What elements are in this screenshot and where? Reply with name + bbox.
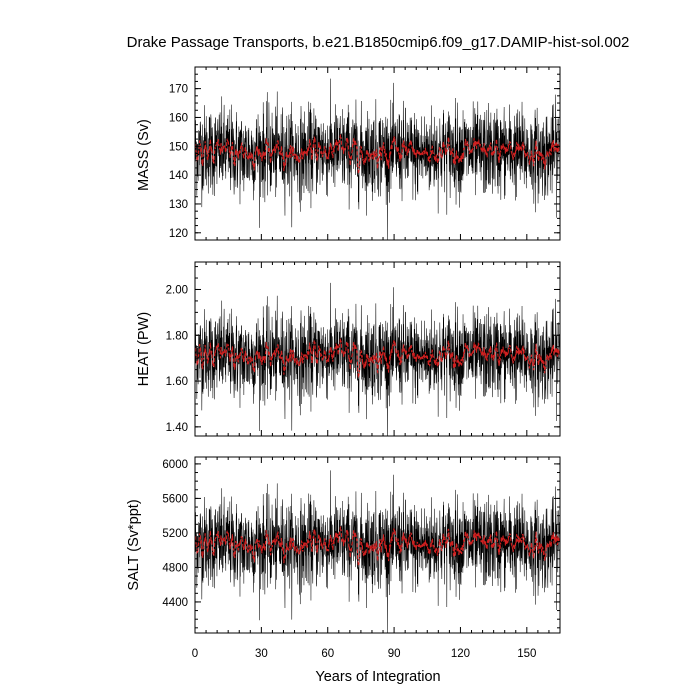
series-line-smoothed-salt bbox=[195, 526, 560, 567]
plot-frame-salt bbox=[194, 456, 561, 634]
y-tick-label-mass: 160 bbox=[169, 112, 188, 124]
series-line-smoothed-mass bbox=[195, 134, 560, 175]
x-tick-label: 0 bbox=[192, 648, 198, 660]
y-tick-label-salt: 5600 bbox=[162, 493, 188, 505]
y-tick-label-salt: 6000 bbox=[162, 459, 188, 471]
series-line-smoothed-heat bbox=[195, 338, 560, 378]
y-tick-label-mass: 120 bbox=[169, 228, 188, 240]
x-tick-label: 150 bbox=[517, 648, 536, 660]
y-tick-label-mass: 150 bbox=[169, 141, 188, 153]
y-axis-label-salt: SALT (Sv*ppt) bbox=[126, 499, 142, 590]
plot-frame-heat bbox=[194, 261, 561, 437]
x-tick-label: 120 bbox=[451, 648, 470, 660]
y-tick-label-salt: 5200 bbox=[162, 528, 188, 540]
series-line-raw-heat bbox=[195, 282, 560, 436]
series-line-raw-salt bbox=[195, 470, 560, 633]
y-tick-label-salt: 4800 bbox=[162, 562, 188, 574]
y-tick-label-heat: 1.80 bbox=[166, 330, 188, 342]
chart-title: Drake Passage Transports, b.e21.B1850cmi… bbox=[127, 34, 630, 51]
y-tick-label-mass: 170 bbox=[169, 84, 188, 96]
y-tick-label-heat: 1.40 bbox=[166, 422, 188, 434]
y-tick-label-heat: 2.00 bbox=[166, 284, 188, 296]
x-tick-label: 90 bbox=[388, 648, 401, 660]
y-tick-label-salt: 4400 bbox=[162, 597, 188, 609]
y-tick-label-mass: 140 bbox=[169, 170, 188, 182]
y-axis-label-mass: MASS (Sv) bbox=[136, 119, 152, 191]
x-tick-label: 60 bbox=[321, 648, 334, 660]
panel-mass: MASS (Sv) 120 130 140 150 160 170 bbox=[136, 66, 561, 241]
panel-heat: HEAT (PW) 1.40 1.60 1.80 2.00 bbox=[136, 261, 561, 437]
x-tick-label: 30 bbox=[255, 648, 268, 660]
x-axis-label: Years of Integration bbox=[315, 669, 440, 685]
panel-salt: SALT (Sv*ppt) 4400 4800 5200 5600 6000 0 30 60 9… bbox=[126, 456, 561, 660]
y-tick-label-heat: 1.60 bbox=[166, 376, 188, 388]
y-axis-label-heat: HEAT (PW) bbox=[136, 312, 152, 386]
y-tick-label-mass: 130 bbox=[169, 199, 188, 211]
